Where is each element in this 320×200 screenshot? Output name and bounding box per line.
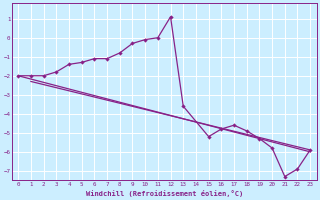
X-axis label: Windchill (Refroidissement éolien,°C): Windchill (Refroidissement éolien,°C) [85,190,243,197]
